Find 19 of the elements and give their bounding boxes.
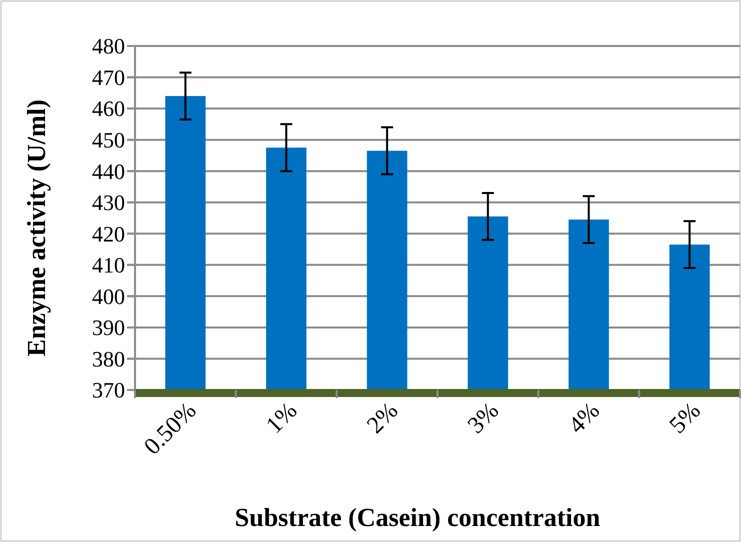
x-tick-label: 5% [664,398,706,439]
y-tick-label: 450 [92,128,125,153]
y-tick-label: 440 [92,158,125,184]
y-tick-label: 470 [92,64,125,90]
y-axis-title: Enzyme activity (U/ml) [22,99,51,357]
y-tick-label: 400 [92,284,125,309]
x-tick-label: 4% [564,398,605,439]
y-tick-label: 370 [92,378,125,403]
x-tick-label: 2% [362,398,404,439]
x-axis-title: Substrate (Casein) concentration [234,503,601,532]
y-tick-label: 380 [92,346,125,372]
y-tick-label: 460 [92,96,125,122]
y-tick-label: 480 [92,34,125,59]
y-tick-label: 420 [92,221,125,246]
x-tick-label: 1% [261,398,302,439]
y-tick-label: 390 [92,315,125,340]
y-tick-label: 410 [92,252,125,278]
x-tick-label: 3% [463,398,504,439]
y-tick-label: 430 [92,190,125,216]
